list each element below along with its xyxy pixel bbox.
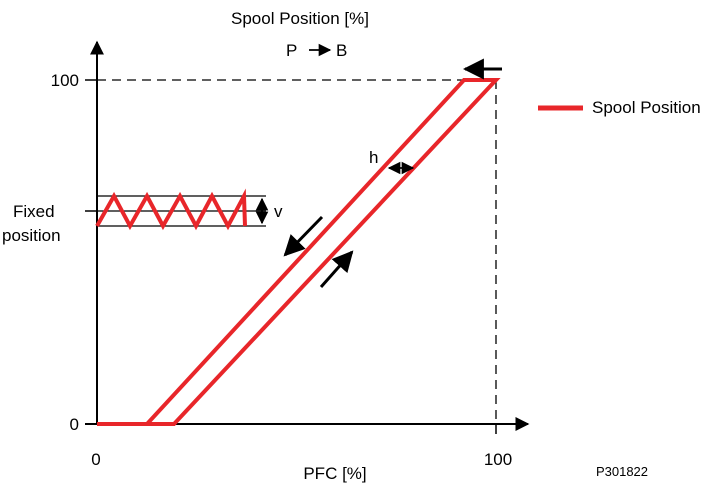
direction-label-b: B <box>336 41 347 60</box>
increasing-arrow <box>319 250 354 288</box>
y-tick-label-100: 100 <box>51 71 79 90</box>
x-tick-label-0: 0 <box>91 450 100 469</box>
decreasing-arrow <box>283 215 324 257</box>
x-axis-title: PFC [%] <box>303 464 366 483</box>
spool-position-hysteresis-loop <box>97 78 501 426</box>
figure-id: P301822 <box>596 464 648 479</box>
direction-label-p: P <box>286 41 297 60</box>
fixed-position-zigzag <box>95 188 247 231</box>
variation-label: v <box>274 202 283 221</box>
fixed-position-label-line2: position <box>2 226 61 245</box>
hysteresis-label: h <box>369 148 378 167</box>
fixed-position-label-line1: Fixed <box>13 202 55 221</box>
y-tick-label-0: 0 <box>70 415 79 434</box>
y-axis-title: Spool Position [%] <box>231 9 369 28</box>
x-tick-label-100: 100 <box>484 450 512 469</box>
legend-label: Spool Position <box>592 98 701 117</box>
